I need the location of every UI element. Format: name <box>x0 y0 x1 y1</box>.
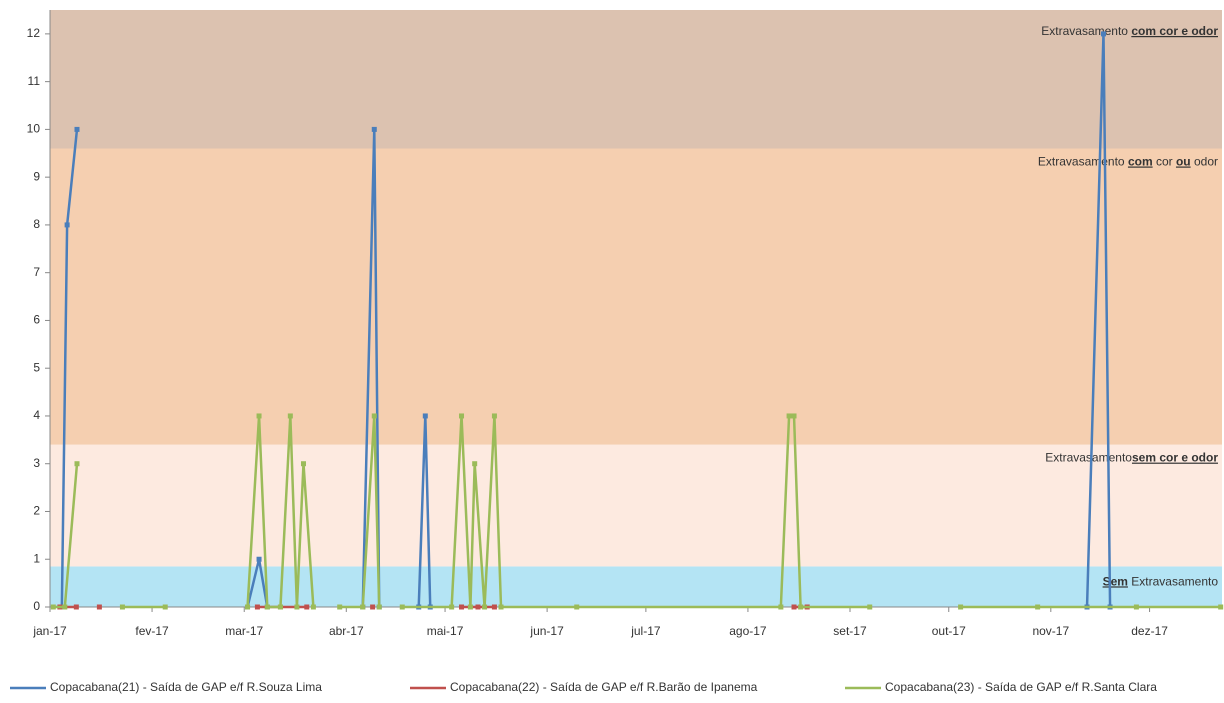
series-marker <box>264 604 270 610</box>
band-label-part: Extravasamento <box>1038 155 1128 169</box>
series-marker <box>277 604 283 610</box>
x-tick-label: set-17 <box>833 624 867 638</box>
band-label-part: Extravasamento <box>1128 575 1218 589</box>
series-marker <box>287 413 293 419</box>
x-tick-label: abr-17 <box>329 624 364 638</box>
x-tick-label: mar-17 <box>225 624 263 638</box>
y-tick-label: 0 <box>33 599 40 613</box>
series-marker <box>482 604 488 610</box>
series-marker <box>360 604 366 610</box>
series-marker <box>256 413 262 419</box>
band <box>50 10 1222 149</box>
series-marker <box>491 604 497 610</box>
x-tick-label: mai-17 <box>427 624 464 638</box>
series-marker <box>475 604 481 610</box>
series-marker <box>294 604 300 610</box>
series-marker <box>1100 31 1106 37</box>
x-tick-label: jun-17 <box>529 624 564 638</box>
y-tick-label: 6 <box>33 313 40 327</box>
band-label-part: sem cor e odor <box>1132 451 1218 465</box>
legend-label: Copacabana(21) - Saída de GAP e/f R.Souz… <box>50 680 322 694</box>
series-marker <box>1133 604 1139 610</box>
y-tick-label: 4 <box>33 408 40 422</box>
series-marker <box>256 556 262 562</box>
series-marker <box>399 604 405 610</box>
band-label-part: ou <box>1176 155 1191 169</box>
series-marker <box>74 461 80 467</box>
series-marker <box>74 126 80 132</box>
series-marker <box>162 604 168 610</box>
series-marker <box>491 413 497 419</box>
series-marker <box>245 604 251 610</box>
y-tick-label: 8 <box>33 217 40 231</box>
y-tick-label: 12 <box>27 26 41 40</box>
series-marker <box>64 222 70 228</box>
band-label: Extravasamentosem cor e odor <box>1045 451 1218 465</box>
series-marker <box>459 413 465 419</box>
band <box>50 148 1222 445</box>
series-marker <box>254 604 260 610</box>
series-marker <box>73 604 79 610</box>
band <box>50 566 1222 607</box>
band-label-part: com <box>1128 155 1153 169</box>
band-label-part: odor <box>1191 155 1218 169</box>
series-marker <box>778 604 784 610</box>
series-marker <box>467 604 473 610</box>
series-marker <box>371 413 377 419</box>
x-tick-label: jan-17 <box>32 624 67 638</box>
band-label-part: Extravasamento <box>1041 24 1131 38</box>
y-tick-label: 1 <box>33 551 40 565</box>
x-tick-label: ago-17 <box>729 624 767 638</box>
series-marker <box>574 604 580 610</box>
series-marker <box>300 461 306 467</box>
band-label-part: Sem <box>1103 575 1128 589</box>
series-marker <box>370 604 376 610</box>
series-marker <box>96 604 102 610</box>
series-marker <box>786 413 792 419</box>
x-tick-label: out-17 <box>932 624 966 638</box>
series-marker <box>62 604 68 610</box>
x-tick-label: jul-17 <box>630 624 661 638</box>
y-tick-label: 10 <box>27 122 41 136</box>
y-tick-label: 11 <box>28 74 41 88</box>
x-tick-label: nov-17 <box>1032 624 1069 638</box>
series-marker <box>422 413 428 419</box>
series-marker <box>798 604 804 610</box>
series-marker <box>958 604 964 610</box>
series-marker <box>472 461 478 467</box>
series-marker <box>376 604 382 610</box>
band-label: Extravasamento com cor e odor <box>1041 24 1218 38</box>
y-tick-label: 5 <box>33 360 40 374</box>
series-marker <box>867 604 873 610</box>
series-marker <box>449 604 455 610</box>
series-marker <box>371 126 377 132</box>
band-label-part: Extravasamento <box>1045 451 1132 465</box>
series-marker <box>791 604 797 610</box>
series-marker <box>337 604 343 610</box>
band-label-part: com cor e odor <box>1131 24 1218 38</box>
y-tick-label: 3 <box>33 456 40 470</box>
series-marker <box>304 604 310 610</box>
legend-label: Copacabana(23) - Saída de GAP e/f R.Sant… <box>885 680 1157 694</box>
band-label: Sem Extravasamento <box>1103 575 1219 589</box>
legend-label: Copacabana(22) - Saída de GAP e/f R.Barã… <box>450 680 758 694</box>
y-tick-label: 9 <box>33 169 40 183</box>
band-label: Extravasamento com cor ou odor <box>1038 155 1218 169</box>
series-marker <box>791 413 797 419</box>
x-tick-label: dez-17 <box>1131 624 1168 638</box>
band <box>50 444 1222 567</box>
x-tick-label: fev-17 <box>135 624 169 638</box>
series-marker <box>50 604 56 610</box>
series-marker <box>310 604 316 610</box>
series-marker <box>1035 604 1041 610</box>
series-marker <box>1218 604 1224 610</box>
y-tick-label: 7 <box>33 265 40 279</box>
series-marker <box>498 604 504 610</box>
series-marker <box>459 604 465 610</box>
band-label-part: cor <box>1153 155 1176 169</box>
y-tick-label: 2 <box>33 504 40 518</box>
series-marker <box>119 604 125 610</box>
